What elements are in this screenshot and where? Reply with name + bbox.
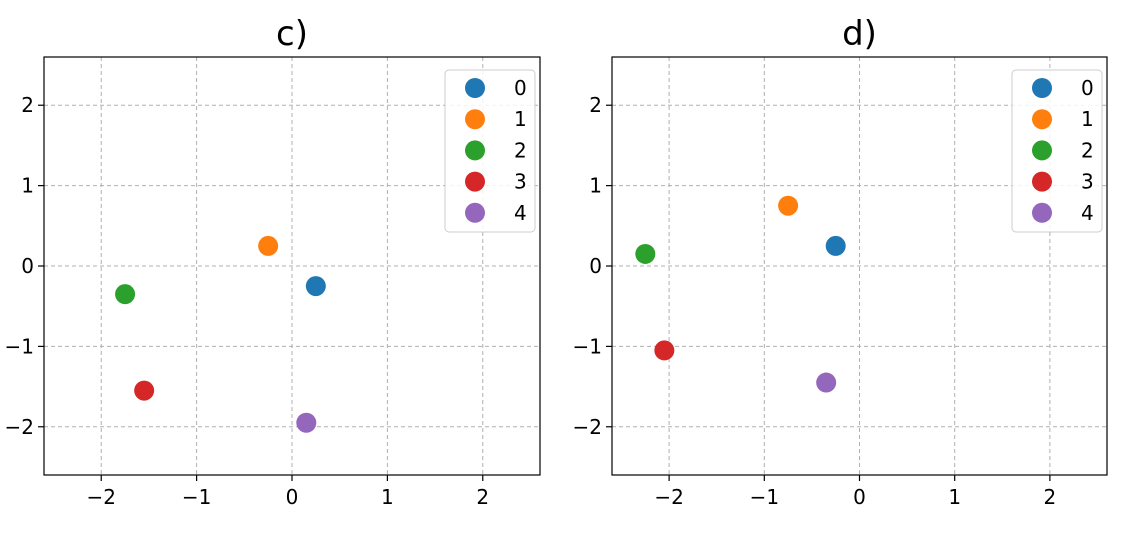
legend-marker [1032,202,1052,223]
legend-label: 1 [1081,107,1094,131]
data-point-series-2 [115,284,136,305]
legend-label: 0 [514,76,527,100]
data-point-series-1 [258,235,279,256]
x-tick-label: 1 [381,485,394,509]
x-tick-label: −1 [182,485,211,509]
legend-box [444,69,536,233]
data-point-series-1 [778,195,799,216]
legend-label: 1 [514,107,527,131]
chart-title: d) [842,14,877,54]
legend: 0 1 2 3 4 [1011,69,1103,233]
legend-marker [465,171,485,192]
legend-marker [465,202,485,223]
x-tick-label: −2 [86,485,115,509]
legend-label: 4 [1081,201,1094,225]
data-point-series-3 [134,380,155,401]
y-tick-label: −1 [573,334,602,358]
legend-label: 3 [514,170,527,194]
legend-marker [1032,109,1052,130]
legend-label: 2 [514,138,527,162]
legend-label: 2 [1081,138,1094,162]
legend-marker [1032,140,1052,161]
y-tick-label: −2 [5,415,34,439]
x-tick-label: −1 [750,485,779,509]
y-tick-label: 2 [589,93,602,117]
x-tick-label: 2 [1044,485,1057,509]
data-point-series-4 [816,372,837,393]
y-tick-label: 1 [21,174,34,198]
y-tick-label: 2 [21,93,34,117]
y-tick-label: 0 [589,254,602,278]
chart-panel-0: c) −2 −1 0 1 2 −2 −1 0 1 2 0 1 2 3 4 [5,14,541,509]
y-tick-label: 0 [21,254,34,278]
data-point-series-0 [305,276,326,297]
data-point-series-3 [654,340,675,361]
x-tick-label: 1 [948,485,961,509]
chart-panel-1: d) −2 −1 0 1 2 −2 −1 0 1 2 0 1 2 3 4 [573,14,1108,509]
x-tick-label: 0 [286,485,299,509]
chart-title: c) [276,14,308,54]
x-tick-label: −2 [654,485,683,509]
legend-marker [465,78,485,98]
legend-marker [465,140,485,161]
y-tick-label: 1 [589,174,602,198]
legend-marker [1032,78,1052,98]
data-point-series-4 [296,412,317,433]
legend-label: 0 [1081,76,1094,100]
y-tick-label: −2 [573,415,602,439]
data-point-series-0 [825,235,846,256]
y-tick-label: −1 [5,334,34,358]
legend: 0 1 2 3 4 [444,69,536,233]
legend-label: 4 [514,201,527,225]
legend-label: 3 [1081,170,1094,194]
legend-marker [465,109,485,130]
legend-box [1011,69,1103,233]
x-tick-label: 0 [853,485,866,509]
data-point-series-2 [635,243,656,264]
x-tick-label: 2 [476,485,489,509]
legend-marker [1032,171,1052,192]
